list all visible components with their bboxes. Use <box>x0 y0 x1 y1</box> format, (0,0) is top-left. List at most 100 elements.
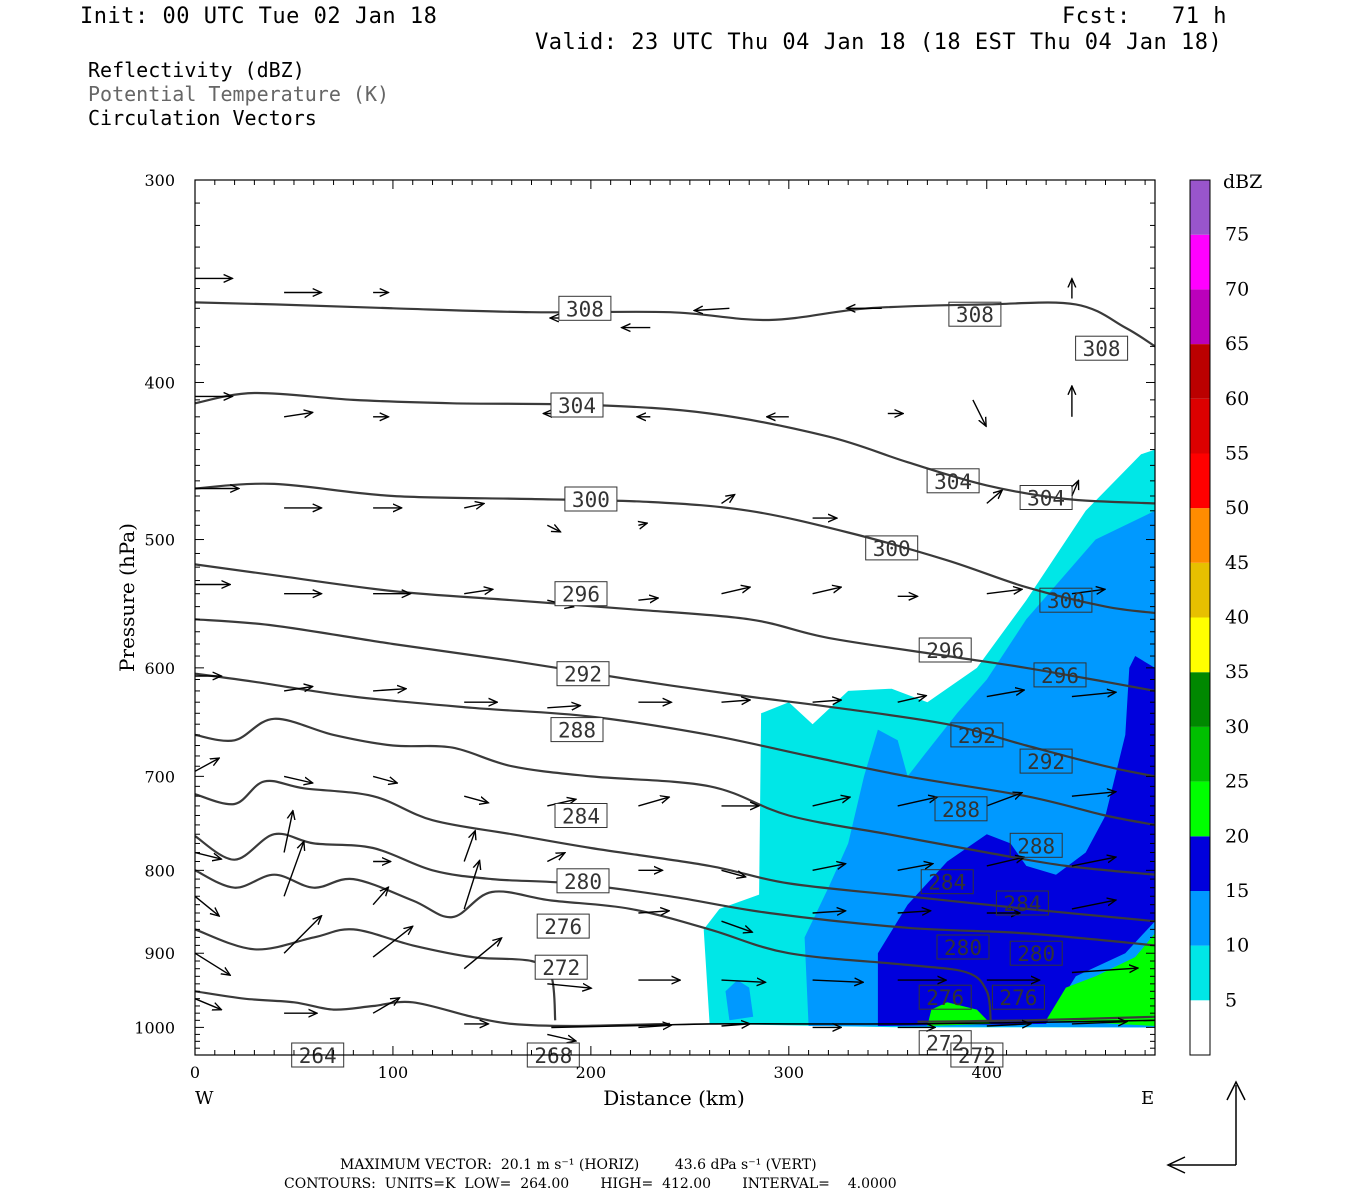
circulation-vector <box>897 797 938 807</box>
contour-label-box <box>934 796 988 822</box>
contour-label-text: 308 <box>566 297 604 321</box>
theta-contour-296 <box>195 563 1155 692</box>
contour-label-text: 268 <box>534 1044 572 1068</box>
theta-contour-308 <box>195 301 1155 348</box>
contour-label-text: 292 <box>564 663 602 687</box>
circulation-vector <box>812 700 842 702</box>
contour-label-box <box>920 869 974 895</box>
circulation-vector <box>547 1033 576 1041</box>
circulation-vector <box>986 857 1024 867</box>
colorbar-bin-40 <box>1190 562 1210 618</box>
reflectivity-area-10dbz <box>725 980 754 1021</box>
circulation-vector <box>812 864 846 871</box>
circulation-vector <box>464 795 488 803</box>
colorbar-bin-55 <box>1190 398 1210 454</box>
circulation-vector <box>1071 589 1105 593</box>
contour-label-box <box>1009 832 1063 858</box>
y-axis-title: Pressure (hPa) <box>115 523 139 672</box>
colorbar-bin-10 <box>1190 890 1210 946</box>
contour-label-box <box>950 722 1004 748</box>
theta-contour-288 <box>195 672 1155 826</box>
contour-label-292: 292 <box>1019 748 1073 774</box>
colorbar-bin-35 <box>1190 617 1210 673</box>
y-tick-label: 700 <box>144 767 175 786</box>
y-tick-label: 400 <box>144 373 175 392</box>
circulation-vector <box>1071 692 1116 696</box>
x-tick-label: 200 <box>576 1063 607 1082</box>
contour-label-296: 296 <box>918 637 972 663</box>
legend-reflectivity: Reflectivity (dBZ) <box>88 58 305 82</box>
circulation-vector <box>1071 968 1138 972</box>
plot-frame <box>194 179 1156 1056</box>
circulation-vector <box>638 1025 671 1027</box>
circulation-vector <box>638 911 669 913</box>
x-tick-label: 0 <box>190 1063 200 1082</box>
circulation-vector <box>1072 481 1079 497</box>
circulation-vector <box>812 587 842 595</box>
contour-label-box <box>1009 940 1063 966</box>
contour-label-276: 276 <box>536 913 590 939</box>
colorbar-tick-5: 5 <box>1225 989 1237 1011</box>
contour-label-text: 288 <box>1017 834 1055 858</box>
colorbar-bin-65 <box>1190 289 1210 345</box>
contour-label-text: 264 <box>299 1044 337 1068</box>
contour-label-box <box>1019 748 1073 774</box>
contour-label-box <box>550 392 604 418</box>
colorbar-tick-50: 50 <box>1225 497 1249 519</box>
colorbar-title: dBZ <box>1223 171 1262 193</box>
contour-label-box <box>556 868 610 894</box>
surface-line <box>551 1019 1155 1029</box>
circulation-vector <box>1071 900 1116 910</box>
contour-label-text: 300 <box>572 488 610 512</box>
colorbar-bin-45 <box>1190 508 1210 563</box>
reflectivity-area-20dbz <box>1046 933 1155 1026</box>
contour-label-text: 272 <box>542 956 580 980</box>
circulation-vector <box>372 998 399 1014</box>
contour-label-text: 292 <box>1027 750 1065 774</box>
contour-label-text: 280 <box>1017 942 1055 966</box>
contour-label-308: 308 <box>558 295 612 321</box>
circulation-vector <box>986 793 1022 807</box>
contour-label-text: 304 <box>558 394 596 418</box>
contour-label-text: 304 <box>934 470 972 494</box>
y-tick-label: 500 <box>144 531 175 550</box>
x-tick-label: 100 <box>378 1063 409 1082</box>
contour-label-308: 308 <box>1075 335 1129 361</box>
theta-contour-276 <box>195 832 1155 947</box>
contour-label-text: 272 <box>958 1044 996 1068</box>
colorbar-tick-55: 55 <box>1225 442 1249 464</box>
contour-label-292: 292 <box>950 722 1004 748</box>
contour-label-text: 308 <box>956 303 994 327</box>
circulation-vector <box>986 690 1024 698</box>
contour-label-280: 280 <box>1009 940 1063 966</box>
contour-label-box <box>1019 485 1073 510</box>
colorbar-tick-60: 60 <box>1225 388 1249 410</box>
init-time: Init: 00 UTC Tue 02 Jan 18 <box>80 4 438 29</box>
contour-label-284: 284 <box>920 869 974 895</box>
forecast-hour: Fcst: 71 h <box>1062 4 1227 29</box>
theta-contour-280 <box>195 779 1155 923</box>
east-label: E <box>1141 1088 1155 1109</box>
x-axis-title: Distance (km) <box>603 1086 745 1110</box>
contour-label-304: 304 <box>550 392 604 418</box>
contour-label-text: 284 <box>562 805 600 829</box>
contour-label-text: 272 <box>926 1032 964 1056</box>
y-tick-label: 1000 <box>134 1018 175 1037</box>
contour-label-text: 300 <box>873 537 911 561</box>
vector-scale-icon <box>1166 1080 1246 1174</box>
colorbar-bin-below-5 <box>1190 1000 1210 1055</box>
circulation-vector <box>897 911 931 913</box>
x-tick-label: 300 <box>774 1063 805 1082</box>
contour-label-box <box>534 954 588 980</box>
circulation-vector <box>897 696 927 703</box>
contour-label-box <box>564 486 618 512</box>
contour-label-text: 296 <box>1041 664 1079 688</box>
colorbar-bin-70 <box>1190 234 1210 290</box>
colorbar-tick-40: 40 <box>1225 607 1249 629</box>
colorbar-tick-20: 20 <box>1225 825 1249 847</box>
circulation-vector <box>547 799 576 807</box>
contour-label-text: 284 <box>928 871 966 895</box>
colorbar-tick-45: 45 <box>1225 552 1249 574</box>
circulation-vector <box>721 587 751 595</box>
contour-label-text: 300 <box>1047 589 1085 613</box>
